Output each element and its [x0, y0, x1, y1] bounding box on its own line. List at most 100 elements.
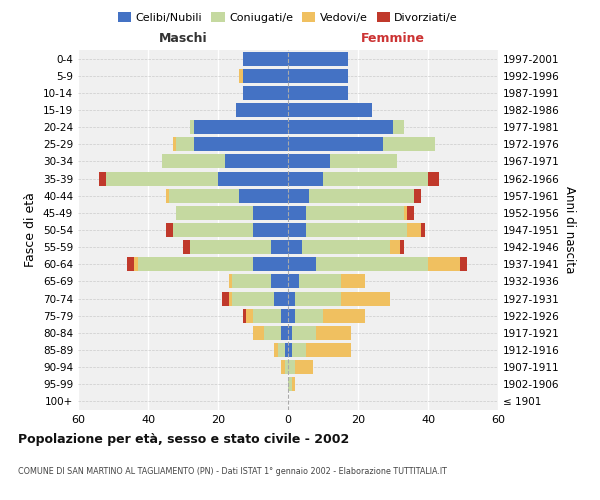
- Bar: [288, 240, 302, 254]
- Bar: [316, 258, 428, 272]
- Bar: [428, 172, 439, 185]
- Bar: [235, 103, 288, 117]
- Bar: [316, 326, 351, 340]
- Bar: [288, 326, 292, 340]
- Bar: [193, 138, 288, 151]
- Bar: [460, 258, 467, 272]
- Bar: [288, 274, 299, 288]
- Bar: [225, 154, 288, 168]
- Bar: [288, 120, 393, 134]
- Bar: [309, 188, 414, 202]
- Bar: [173, 138, 176, 151]
- Bar: [176, 138, 193, 151]
- Bar: [323, 172, 428, 185]
- Bar: [393, 120, 404, 134]
- Bar: [253, 206, 288, 220]
- Bar: [288, 172, 323, 185]
- Bar: [253, 308, 281, 322]
- Bar: [389, 240, 400, 254]
- Bar: [292, 343, 305, 357]
- Text: Femmine: Femmine: [361, 32, 425, 45]
- Bar: [134, 258, 137, 272]
- Bar: [341, 274, 365, 288]
- Bar: [232, 274, 271, 288]
- Bar: [284, 360, 288, 374]
- Bar: [428, 258, 460, 272]
- Bar: [190, 120, 193, 134]
- Bar: [288, 308, 295, 322]
- Bar: [173, 223, 253, 237]
- Bar: [302, 240, 389, 254]
- Text: COMUNE DI SAN MARTINO AL TAGLIAMENTO (PN) - Dati ISTAT 1° gennaio 2002 - Elabora: COMUNE DI SAN MARTINO AL TAGLIAMENTO (PN…: [18, 468, 447, 476]
- Bar: [414, 188, 421, 202]
- Bar: [295, 292, 341, 306]
- Bar: [288, 206, 305, 220]
- Bar: [330, 154, 397, 168]
- Bar: [305, 206, 404, 220]
- Bar: [341, 292, 389, 306]
- Bar: [229, 292, 232, 306]
- Bar: [127, 258, 134, 272]
- Bar: [137, 258, 253, 272]
- Bar: [421, 223, 425, 237]
- Bar: [162, 154, 225, 168]
- Bar: [288, 86, 347, 100]
- Bar: [404, 206, 407, 220]
- Bar: [190, 240, 271, 254]
- Bar: [284, 343, 288, 357]
- Bar: [218, 172, 288, 185]
- Bar: [288, 68, 347, 82]
- Bar: [253, 223, 288, 237]
- Bar: [288, 258, 316, 272]
- Bar: [277, 343, 284, 357]
- Bar: [239, 188, 288, 202]
- Bar: [271, 240, 288, 254]
- Bar: [288, 154, 330, 168]
- Bar: [407, 206, 414, 220]
- Bar: [183, 240, 190, 254]
- Text: Maschi: Maschi: [158, 32, 208, 45]
- Bar: [292, 326, 316, 340]
- Bar: [288, 292, 295, 306]
- Bar: [176, 206, 253, 220]
- Bar: [166, 188, 169, 202]
- Bar: [242, 308, 246, 322]
- Bar: [166, 223, 173, 237]
- Bar: [239, 68, 242, 82]
- Y-axis label: Anni di nascita: Anni di nascita: [563, 186, 576, 274]
- Bar: [193, 120, 288, 134]
- Bar: [288, 360, 295, 374]
- Bar: [305, 343, 351, 357]
- Bar: [295, 308, 323, 322]
- Bar: [242, 68, 288, 82]
- Bar: [288, 223, 305, 237]
- Bar: [295, 360, 313, 374]
- Bar: [246, 308, 253, 322]
- Bar: [242, 52, 288, 66]
- Bar: [299, 274, 341, 288]
- Y-axis label: Fasce di età: Fasce di età: [25, 192, 37, 268]
- Text: Popolazione per età, sesso e stato civile - 2002: Popolazione per età, sesso e stato civil…: [18, 432, 349, 446]
- Bar: [99, 172, 106, 185]
- Bar: [229, 274, 232, 288]
- Bar: [281, 360, 284, 374]
- Bar: [288, 103, 372, 117]
- Bar: [169, 188, 239, 202]
- Bar: [274, 343, 277, 357]
- Bar: [305, 223, 407, 237]
- Legend: Celibi/Nubili, Coniugati/e, Vedovi/e, Divorziati/e: Celibi/Nubili, Coniugati/e, Vedovi/e, Di…: [113, 8, 463, 28]
- Bar: [292, 378, 295, 392]
- Bar: [271, 274, 288, 288]
- Bar: [288, 138, 383, 151]
- Bar: [288, 52, 347, 66]
- Bar: [281, 308, 288, 322]
- Bar: [242, 86, 288, 100]
- Bar: [281, 326, 288, 340]
- Bar: [323, 308, 365, 322]
- Bar: [407, 223, 421, 237]
- Bar: [288, 343, 292, 357]
- Bar: [263, 326, 281, 340]
- Bar: [253, 258, 288, 272]
- Bar: [221, 292, 229, 306]
- Bar: [288, 188, 309, 202]
